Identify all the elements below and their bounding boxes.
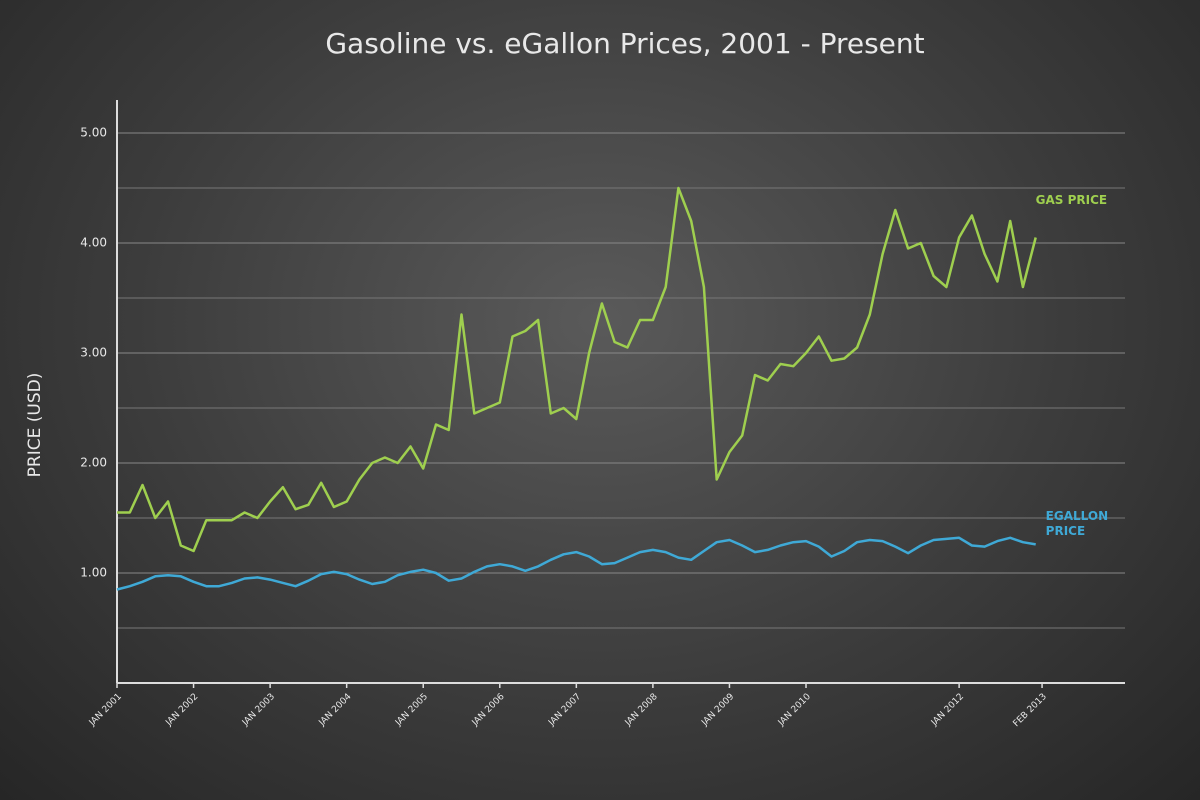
series-line [116, 536, 1036, 591]
y-tick-label: 3.00 [80, 346, 107, 360]
y-tick-label: 2.00 [80, 456, 107, 470]
y-tick-label: 1.00 [80, 566, 107, 580]
x-tick-label: JAN 2009 [699, 692, 736, 729]
x-tick-label: JAN 2002 [164, 692, 201, 729]
series-label: GAS PRICE [1035, 192, 1108, 207]
x-tick-label: JAN 2012 [929, 692, 966, 729]
x-tick-label: JAN 2006 [470, 692, 507, 729]
x-tick-label: FEB 2013 [1012, 692, 1049, 729]
series-label: EGALLON PRICE [1045, 509, 1109, 539]
y-tick-label: 5.00 [80, 126, 107, 140]
x-tick-label: JAN 2001 [87, 692, 124, 729]
series-line [117, 186, 1037, 553]
x-tick-label: JAN 2007 [546, 692, 583, 729]
x-tick-label: JAN 2010 [776, 692, 813, 729]
x-tick-label: JAN 2008 [623, 692, 660, 729]
x-tick-label: JAN 2004 [317, 692, 354, 729]
y-axis-label: PRICE (USD) [25, 373, 45, 478]
y-tick-label: 4.00 [80, 236, 107, 250]
x-tick-label: JAN 2003 [240, 692, 277, 729]
chart-title: Gasoline vs. eGallon Prices, 2001 - Pres… [325, 27, 924, 60]
x-tick-label: JAN 2005 [393, 692, 430, 729]
